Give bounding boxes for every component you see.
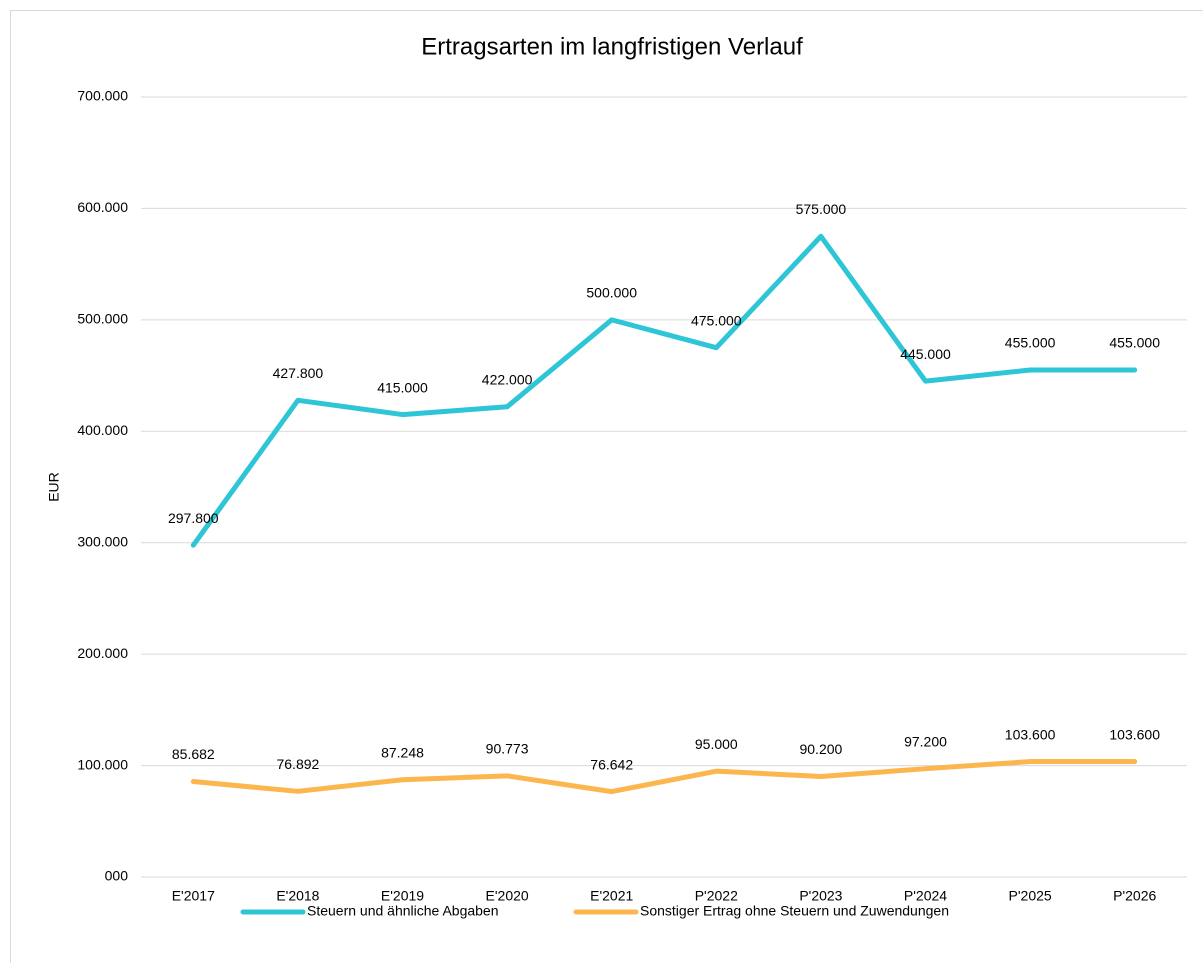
- x-tick-label: E'2017: [172, 888, 215, 904]
- y-tick-label: 100.000: [77, 756, 128, 772]
- x-tick-label: P'2024: [904, 888, 947, 904]
- x-tick-label: P'2026: [1113, 888, 1156, 904]
- data-label: 445.000: [900, 346, 951, 362]
- y-tick-label: 700.000: [77, 88, 128, 104]
- x-tick-label: P'2023: [799, 888, 842, 904]
- data-label: 103.600: [1109, 726, 1160, 742]
- x-tick-label: E'2019: [381, 888, 424, 904]
- y-tick-label: 500.000: [77, 311, 128, 327]
- data-label: 90.200: [799, 741, 842, 757]
- x-tick-label: E'2018: [276, 888, 319, 904]
- data-label: 427.800: [273, 365, 324, 381]
- data-label: 97.200: [904, 733, 947, 749]
- data-label: 103.600: [1005, 726, 1056, 742]
- data-label: 415.000: [377, 379, 428, 395]
- x-tick-label: E'2020: [486, 888, 529, 904]
- data-label: 500.000: [586, 285, 637, 301]
- data-label: 455.000: [1005, 335, 1056, 351]
- y-tick-label: 300.000: [77, 533, 128, 549]
- data-label: 85.682: [172, 746, 215, 762]
- chart-title: Ertragsarten im langfristigen Verlauf: [421, 33, 803, 60]
- x-tick-label: P'2022: [695, 888, 738, 904]
- chart-border: [10, 10, 1203, 963]
- y-axis-label: EUR: [46, 472, 62, 502]
- data-label: 90.773: [486, 741, 529, 757]
- data-label: 422.000: [482, 371, 533, 387]
- data-label: 475.000: [691, 312, 742, 328]
- data-label: 87.248: [381, 744, 424, 760]
- legend-label: Steuern und ähnliche Abgaben: [307, 903, 499, 919]
- data-label: 76.642: [590, 756, 633, 772]
- data-label: 95.000: [695, 736, 738, 752]
- x-tick-label: P'2025: [1009, 888, 1052, 904]
- y-tick-label: 600.000: [77, 199, 128, 215]
- x-tick-label: E'2021: [590, 888, 633, 904]
- data-label: 455.000: [1109, 335, 1160, 351]
- data-label: 575.000: [796, 201, 847, 217]
- series-line: [190, 233, 1138, 548]
- series-line: [190, 759, 1138, 795]
- y-tick-label: 400.000: [77, 422, 128, 438]
- y-tick-label: 200.000: [77, 645, 128, 661]
- legend-label: Sonstiger Ertrag ohne Steuern und Zuwend…: [640, 903, 949, 919]
- data-label: 76.892: [276, 756, 319, 772]
- data-label: 297.800: [168, 510, 219, 526]
- y-tick-label: 000: [105, 868, 129, 884]
